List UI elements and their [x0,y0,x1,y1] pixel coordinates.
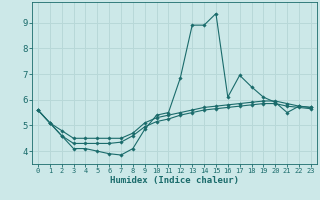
X-axis label: Humidex (Indice chaleur): Humidex (Indice chaleur) [110,176,239,185]
